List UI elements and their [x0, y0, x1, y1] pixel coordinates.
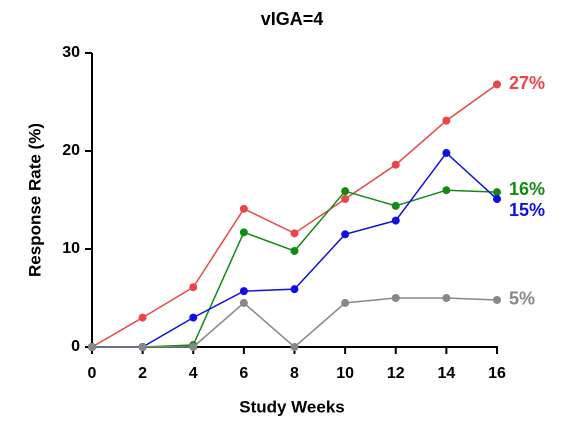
y-tick-label: 0 [71, 338, 80, 355]
x-tick-label: 12 [387, 365, 405, 382]
data-point [290, 229, 299, 238]
series-label: 15% [509, 200, 545, 220]
data-point [239, 287, 248, 296]
data-point [442, 294, 451, 302]
chart-title: vIGA=4 [261, 9, 324, 29]
x-tick-label: 4 [189, 365, 198, 382]
data-point [493, 195, 501, 204]
data-point [88, 343, 96, 351]
y-tick-label: 30 [62, 44, 80, 61]
series-label: 16% [509, 179, 545, 199]
data-point [341, 298, 350, 307]
series-line [92, 189, 498, 348]
x-tick-label: 10 [336, 365, 354, 382]
x-tick-label: 14 [437, 365, 455, 382]
data-point [189, 343, 198, 351]
data-point [442, 148, 451, 157]
data-point [442, 116, 451, 125]
x-tick-label: 8 [290, 365, 299, 382]
x-tick-label: 16 [488, 365, 506, 382]
y-tick-label: 20 [62, 142, 80, 159]
data-point [493, 80, 501, 89]
data-point [341, 187, 350, 196]
series-label: 5% [509, 289, 535, 309]
data-point [138, 313, 147, 322]
data-point [138, 343, 147, 351]
data-point [239, 228, 248, 237]
y-axis-label: Response Rate (%) [25, 123, 44, 277]
data-point [239, 298, 248, 307]
data-point [493, 295, 501, 304]
data-point [391, 201, 400, 210]
data-point [189, 283, 198, 292]
y-tick-label: 10 [62, 240, 80, 257]
x-axis-label: Study Weeks [239, 397, 345, 416]
data-point [189, 313, 198, 322]
data-point [290, 285, 299, 294]
x-tick-label: 2 [138, 365, 147, 382]
data-point [391, 294, 400, 302]
data-point [341, 230, 350, 239]
data-point [290, 246, 299, 255]
data-point [442, 186, 451, 195]
series-line [92, 297, 498, 348]
data-point [290, 343, 299, 351]
data-point [239, 204, 248, 213]
series-label: 27% [509, 73, 545, 93]
data-point [391, 160, 400, 169]
data-point [493, 188, 501, 197]
x-tick-label: 6 [239, 365, 248, 382]
series-line [91, 83, 498, 348]
data-point [391, 216, 400, 225]
data-point [341, 195, 350, 204]
x-tick-label: 0 [88, 365, 97, 382]
